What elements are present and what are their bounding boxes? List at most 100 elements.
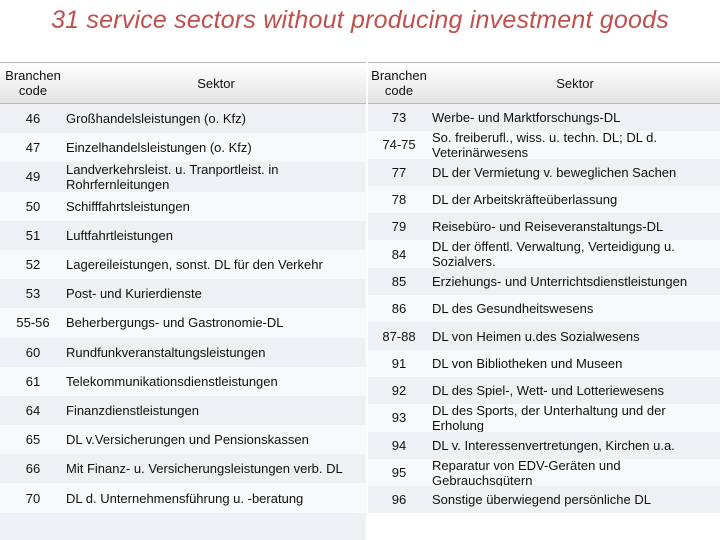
table-row: 60 Rundfunkveranstaltungsleistungen [0,337,366,367]
sector-table-right: Branchen code Sektor 73 Werbe- und Marktf… [368,62,720,540]
header-code: Branchen code [371,68,427,98]
table-row: 93 DL des Sports, der Unterhaltung und de… [368,402,720,433]
table-row: 65 DL v.Versicherungen und Pensionskassen [0,425,366,455]
table-row: 84 DL der öffentl. Verwaltung, Verteidigu… [368,239,720,270]
sector-name: DL des Sports, der Unterhaltung und der … [432,402,666,433]
branch-code: 70 [25,490,41,506]
table-row: 96 Sonstige überwiegend persönliche DL [368,486,720,514]
table-row: 85 Erziehungs- und Unterrichtsdienstleist… [368,267,720,296]
sector-name: Rundfunkveranstaltungsleistungen [66,344,266,360]
table-row: 70 DL d. Unternehmensführung u. -beratung [0,483,366,513]
branch-code: 87-88 [382,328,416,344]
sector-name: Telekommunikationsdienstleistungen [66,373,278,389]
table-row [0,512,366,540]
branch-code: 46 [25,111,41,127]
branch-code: 91 [391,355,407,371]
table-row: 51 Luftfahrtleistungen [0,220,366,250]
sector-name: Erziehungs- und Unterrichtsdienstleistun… [432,273,688,289]
sector-name: Reisebüro- und Reiseveranstaltungs-DL [432,219,664,235]
branch-code: 65 [25,432,41,448]
sector-name: DL v. Interessenvertretungen, Kirchen u.… [432,437,675,453]
branch-code: 86 [391,301,407,317]
table-row: 66 Mit Finanz- u. Versicherungsleistungen… [0,454,366,484]
branch-code: 60 [25,344,41,360]
page-title: 31 service sectors without producing inv… [51,6,669,34]
table-row: 49 Landverkehrsleist. u. Tranportleist. i… [0,161,366,192]
branch-code: 77 [391,164,407,180]
branch-code: 50 [25,198,41,214]
branch-code: 55-56 [16,315,50,331]
branch-code: 84 [391,246,407,262]
header-code: Branchen code [5,68,61,98]
sector-name [66,513,366,540]
table-row: 77 DL der Vermietung v. beweglichen Sache… [368,158,720,186]
sector-name: Schifffahrtsleistungen [66,198,190,214]
table-body: 73 Werbe- und Marktforschungs-DL 74-75 So. … [368,104,720,514]
table-row: 92 DL des Spiel-, Wett- und Lotteriewesen… [368,376,720,405]
table-row: 87-88 DL von Heimen u.des Sozialwesens [368,322,720,350]
branch-code: 52 [25,257,41,273]
table-row: 53 Post- und Kurierdienste [0,279,366,309]
table-row: 64 Finanzdienstleistungen [0,395,366,426]
table-row: 94 DL v. Interessenvertretungen, Kirchen … [368,431,720,459]
sector-name: Reparatur von EDV-Geräten und Gebrauchsg… [432,457,621,488]
sector-name: DL v.Versicherungen und Pensionskassen [66,432,309,448]
branch-code [0,513,66,540]
sector-name: DL von Bibliotheken und Museen [432,355,623,371]
sector-name: Beherbergungs- und Gastronomie-DL [66,315,284,331]
table-row: 50 Schifffahrtsleistungen [0,191,366,221]
sector-name: DL der Vermietung v. beweglichen Sachen [432,164,677,180]
table-row: 78 DL der Arbeitskräfteüberlassung [368,185,720,214]
sector-name: Finanzdienstleistungen [66,402,199,418]
branch-code: 61 [25,373,41,389]
sector-name: Lagereileistungen, sonst. DL für den Ver… [66,257,323,273]
sector-name: Einzelhandelsleistungen (o. Kfz) [66,140,252,156]
table-row: 74-75 So. freiberufl., wiss. u. techn. DL… [368,129,720,160]
branch-code: 95 [391,465,407,480]
sector-table-left: Branchen code Sektor 46 Großhandelsleistu… [0,62,366,540]
branch-code: 93 [391,410,407,426]
table-row: 86 DL des Gesundheitswesens [368,295,720,323]
branch-code: 51 [25,227,41,243]
sector-name: Post- und Kurierdienste [66,286,202,302]
branch-code: 78 [391,192,407,208]
header-sektor: Sektor [197,75,235,91]
sector-name: DL der Arbeitskräfteüberlassung [432,192,618,208]
branch-code: 74-75 [382,137,416,153]
table-row: 95 Reparatur von EDV-Geräten und Gebrauch… [368,457,720,488]
table-row: 79 Reisebüro- und Reiseveranstaltungs-DL [368,213,720,241]
table-row: 47 Einzelhandelsleistungen (o. Kfz) [0,133,366,163]
sector-name: Landverkehrsleist. u. Tranportleist. in … [66,161,279,192]
sector-name: Sonstige überwiegend persönliche DL [432,492,651,508]
table-row: 73 Werbe- und Marktforschungs-DL [368,104,720,132]
table-row: 52 Lagereileistungen, sonst. DL für den V… [0,249,366,280]
branch-code: 94 [391,437,407,453]
branch-code: 96 [391,492,407,508]
table-row: 91 DL von Bibliotheken und Museen [368,349,720,377]
sector-name: DL des Spiel-, Wett- und Lotteriewesens [432,383,664,399]
branch-code: 92 [391,383,407,399]
table-row: 46 Großhandelsleistungen (o. Kfz) [0,104,366,134]
table-header: Branchen code Sektor [0,62,366,104]
sector-name: Luftfahrtleistungen [66,227,173,243]
branch-code: 79 [391,219,407,235]
table-body: 46 Großhandelsleistungen (o. Kfz) 47 Einzel… [0,104,366,540]
table-row: 61 Telekommunikationsdienstleistungen [0,366,366,396]
table-header: Branchen code Sektor [368,62,720,104]
header-sektor: Sektor [556,75,594,91]
branch-code: 53 [25,286,41,302]
sector-name: DL der öffentl. Verwaltung, Verteidigung… [432,239,675,270]
branch-code: 64 [25,402,41,418]
sector-name: Werbe- und Marktforschungs-DL [432,110,621,126]
sector-name: Mit Finanz- u. Versicherungsleistungen v… [66,461,343,477]
sector-name: DL des Gesundheitswesens [432,301,594,317]
branch-code: 49 [25,169,41,185]
sector-name: DL d. Unternehmensführung u. -beratung [66,490,304,506]
branch-code: 47 [25,140,41,156]
sector-name: DL von Heimen u.des Sozialwesens [432,328,640,344]
sector-name: Großhandelsleistungen (o. Kfz) [66,111,246,127]
sector-name: So. freiberufl., wiss. u. techn. DL; DL … [432,129,657,160]
branch-code: 66 [25,461,41,477]
branch-code: 73 [391,110,407,126]
branch-code: 85 [391,273,407,289]
